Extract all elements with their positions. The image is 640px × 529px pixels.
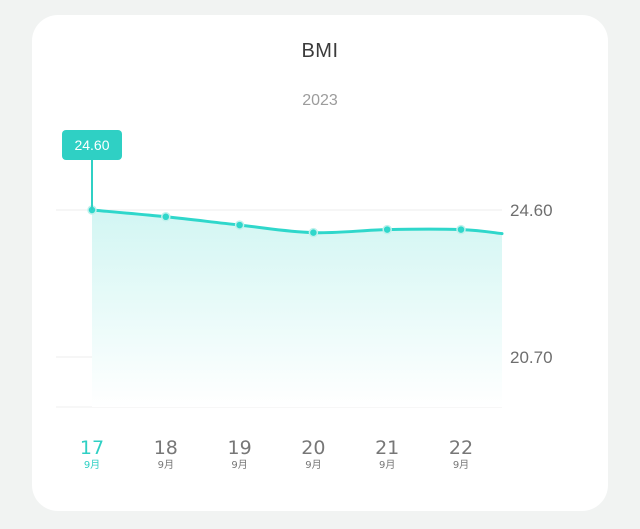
chart-title: BMI bbox=[301, 40, 339, 62]
y-tick-label: 24.60 bbox=[510, 201, 553, 220]
data-point-22[interactable] bbox=[456, 224, 466, 235]
data-point-19[interactable] bbox=[234, 220, 245, 230]
x-tick-month-18: 9月 bbox=[158, 459, 174, 471]
data-point-21[interactable] bbox=[382, 224, 392, 235]
x-tick-month-17: 9月 bbox=[84, 459, 100, 471]
data-point-18[interactable] bbox=[161, 212, 171, 222]
chart-year: 2023 bbox=[302, 92, 338, 109]
tooltip-box bbox=[62, 130, 122, 160]
x-tick-month-22: 9月 bbox=[453, 459, 469, 471]
data-point-20[interactable] bbox=[308, 227, 319, 238]
x-tick-day-22[interactable]: 22 bbox=[449, 437, 473, 459]
area-fill bbox=[92, 210, 502, 407]
x-tick-month-20: 9月 bbox=[305, 459, 321, 471]
x-tick-day-19[interactable]: 19 bbox=[228, 437, 252, 459]
x-tick-month-21: 9月 bbox=[379, 459, 395, 471]
x-tick-day-20[interactable]: 20 bbox=[301, 437, 325, 459]
tooltip-value: 24.60 bbox=[74, 137, 109, 153]
x-tick-day-21[interactable]: 21 bbox=[375, 437, 399, 459]
y-tick-label: 20.70 bbox=[510, 348, 553, 367]
x-tick-month-19: 9月 bbox=[231, 459, 247, 471]
x-tick-day-18[interactable]: 18 bbox=[154, 437, 178, 459]
x-tick-day-17[interactable]: 17 bbox=[80, 437, 104, 459]
